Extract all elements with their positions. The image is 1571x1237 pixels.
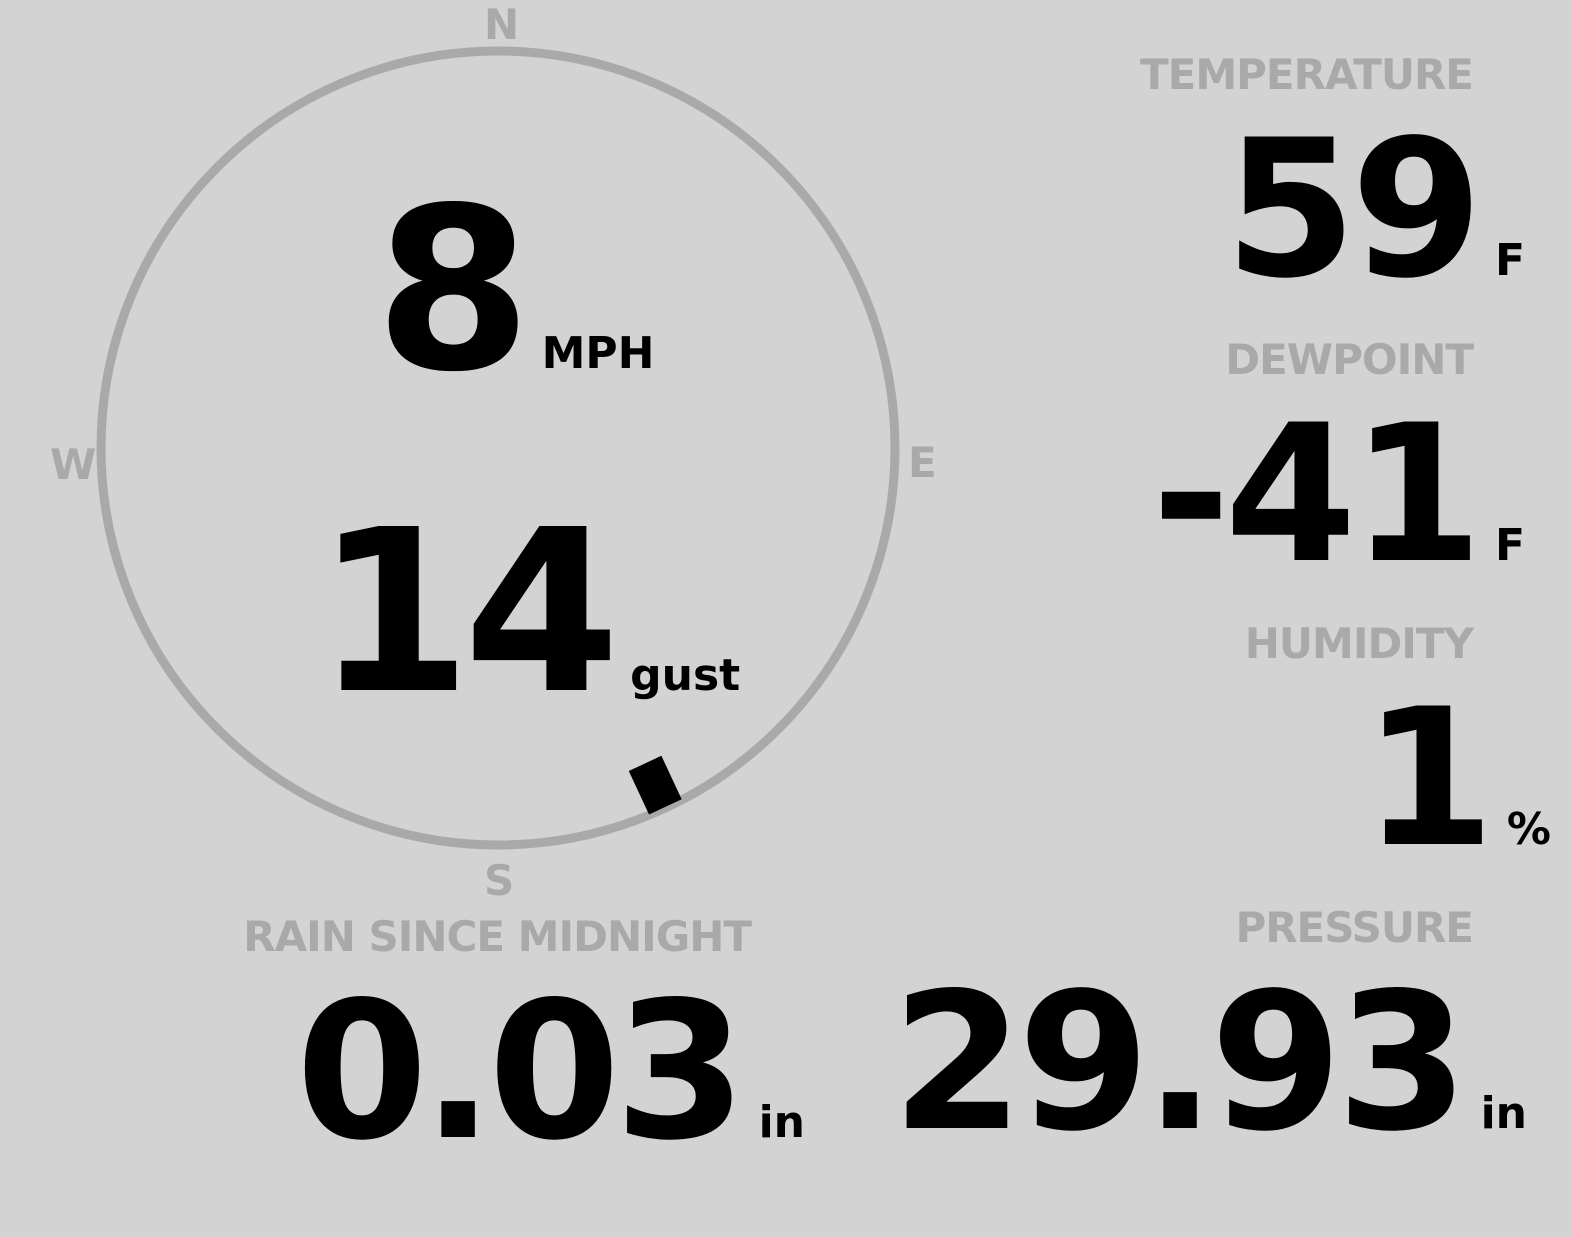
dewpoint-block: DEWPOINT -41 F [1152,335,1525,606]
temperature-block: TEMPERATURE 59 F [1140,50,1525,321]
pressure-block: PRESSURE 29.93 in [892,903,1527,1174]
rain-label: RAIN SINCE MIDNIGHT [243,912,752,961]
temperature-label: TEMPERATURE [1140,50,1474,99]
humidity-block: HUMIDITY 1% [1245,619,1551,890]
pressure-unit: in [1480,1088,1527,1140]
rain-value: 0.03 [295,961,747,1183]
temperature-value: 59 [1224,99,1483,321]
compass-south-label: S [484,856,515,905]
rain-block: RAIN SINCE MIDNIGHT 0.03 in [243,912,805,1183]
humidity-label: HUMIDITY [1244,619,1474,668]
rain-unit: in [758,1097,805,1149]
humidity-unit: % [1506,804,1551,856]
wind-speed-unit: MPH [541,328,655,379]
compass-north-label: N [484,0,520,49]
wind-gust-value: 14 [315,482,620,744]
compass-west-label: W [50,440,97,489]
pressure-label: PRESSURE [1235,903,1474,952]
dewpoint-label: DEWPOINT [1225,335,1474,384]
dewpoint-value: -41 [1151,384,1483,606]
humidity-value: 1 [1362,668,1495,890]
wind-gust-row: 14 gust [315,482,740,745]
wind-speed-row: 8 MPH [375,160,654,423]
dewpoint-unit: F [1494,520,1525,572]
compass-east-label: E [908,438,937,487]
temperature-unit: F [1494,235,1525,287]
compass-ring [96,46,900,850]
wind-speed-value: 8 [375,160,532,422]
wind-direction-marker [628,755,682,815]
wind-gust-unit: gust [630,650,741,701]
pressure-value: 29.93 [891,952,1469,1174]
